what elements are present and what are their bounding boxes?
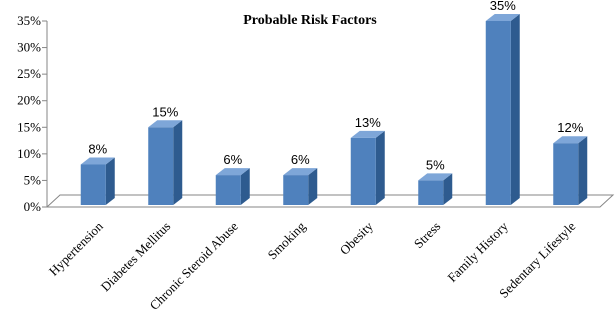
chart-floor bbox=[45, 194, 615, 208]
data-label: 12% bbox=[557, 120, 583, 135]
bar-side bbox=[443, 173, 453, 205]
bar-top bbox=[80, 157, 115, 165]
category-label: Smoking bbox=[265, 218, 309, 262]
bar-side bbox=[173, 120, 183, 205]
bar-side bbox=[510, 14, 520, 205]
bar-side bbox=[105, 157, 115, 205]
category-label: Obesity bbox=[337, 218, 377, 258]
data-label: 13% bbox=[355, 115, 381, 130]
chart-title: Probable Risk Factors bbox=[243, 13, 377, 28]
bar bbox=[350, 137, 376, 205]
category-label: Diabetes Mellitus bbox=[98, 219, 174, 295]
y-tick-label: 30% bbox=[17, 40, 41, 55]
bar bbox=[553, 143, 579, 205]
axis-layer: 0% 5% 10% 15% 20% 25% 30% 35% bbox=[17, 13, 615, 214]
category-label: Hypertension bbox=[46, 218, 106, 278]
data-label: 15% bbox=[152, 104, 178, 119]
bar bbox=[80, 164, 106, 205]
bar-top bbox=[350, 130, 385, 138]
data-label: 6% bbox=[291, 152, 310, 167]
bar bbox=[283, 175, 309, 205]
bar bbox=[485, 21, 511, 205]
bar bbox=[215, 175, 241, 205]
bar-side bbox=[375, 130, 385, 205]
bar-layer bbox=[80, 14, 588, 205]
category-label: Stress bbox=[411, 219, 444, 252]
bar-side bbox=[578, 136, 588, 205]
data-label: 35% bbox=[490, 0, 516, 13]
bar-top bbox=[283, 168, 318, 176]
bar-top bbox=[215, 168, 250, 176]
bar-top bbox=[148, 120, 183, 128]
bar-top bbox=[553, 136, 588, 144]
data-label: 8% bbox=[88, 141, 107, 156]
data-label: 5% bbox=[426, 157, 445, 172]
bar bbox=[148, 127, 174, 205]
category-label: Family History bbox=[444, 218, 511, 285]
y-tick-label: 15% bbox=[17, 119, 41, 134]
bar-side bbox=[240, 168, 250, 205]
bar-top bbox=[485, 14, 520, 21]
y-tick-label: 10% bbox=[17, 146, 41, 161]
bar bbox=[418, 180, 444, 205]
y-tick-label: 25% bbox=[17, 66, 41, 81]
bar-side bbox=[308, 168, 318, 205]
y-tick-label: 5% bbox=[24, 172, 42, 187]
y-tick-label: 0% bbox=[24, 199, 42, 214]
data-label: 6% bbox=[223, 152, 242, 167]
y-tick-label: 35% bbox=[17, 13, 41, 28]
y-tick-label: 20% bbox=[17, 93, 41, 108]
bar-top bbox=[418, 173, 453, 181]
